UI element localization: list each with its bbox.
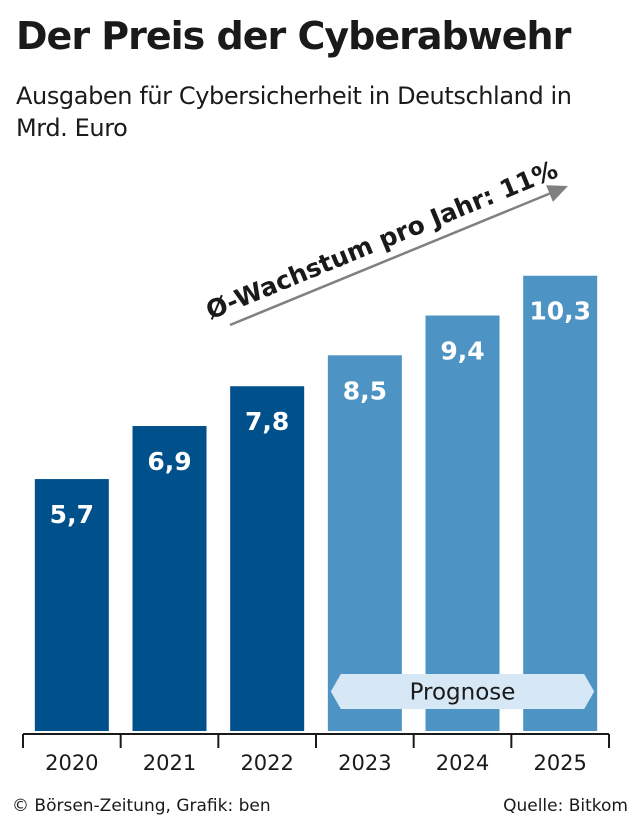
bar-2025 xyxy=(523,275,598,731)
bar-2022 xyxy=(230,386,305,731)
data-label-2022: 7,8 xyxy=(245,407,289,436)
footer-source: Quelle: Bitkom xyxy=(503,796,628,816)
data-label-2020: 5,7 xyxy=(50,500,94,529)
growth-arrow-line xyxy=(229,192,550,327)
x-tick-label-2024: 2024 xyxy=(436,751,489,775)
data-label-2023: 8,5 xyxy=(343,376,387,405)
bar-2024 xyxy=(425,315,500,731)
x-tick-label-2023: 2023 xyxy=(338,751,391,775)
forecast-band xyxy=(330,674,595,709)
forecast-label: Prognose xyxy=(410,680,516,706)
bar-2021 xyxy=(132,426,207,731)
footer-credit: © Börsen-Zeitung, Grafik: ben xyxy=(12,796,271,816)
bar-2023 xyxy=(327,355,402,731)
x-tick-label-2025: 2025 xyxy=(533,751,586,775)
data-label-2021: 6,9 xyxy=(147,447,191,476)
data-label-2024: 9,4 xyxy=(440,337,484,366)
growth-annotation: Ø-Wachstum pro Jahr: 11% xyxy=(202,155,562,325)
growth-arrow-head xyxy=(546,185,568,202)
bar-2020 xyxy=(34,479,109,731)
data-label-2025: 10,3 xyxy=(529,297,591,326)
x-tick-label-2022: 2022 xyxy=(240,751,293,775)
x-tick-label-2021: 2021 xyxy=(143,751,196,775)
chart-subtitle: Ausgaben für Cybersicherheit in Deutschl… xyxy=(16,82,572,142)
chart-title: Der Preis der Cyberabwehr xyxy=(16,14,571,58)
x-tick-label-2020: 2020 xyxy=(45,751,98,775)
bar-chart: 5,7 2020 6,9 2021 7,8 2022 8,5 2023 9,4 2024 10,3 2… xyxy=(22,155,611,775)
